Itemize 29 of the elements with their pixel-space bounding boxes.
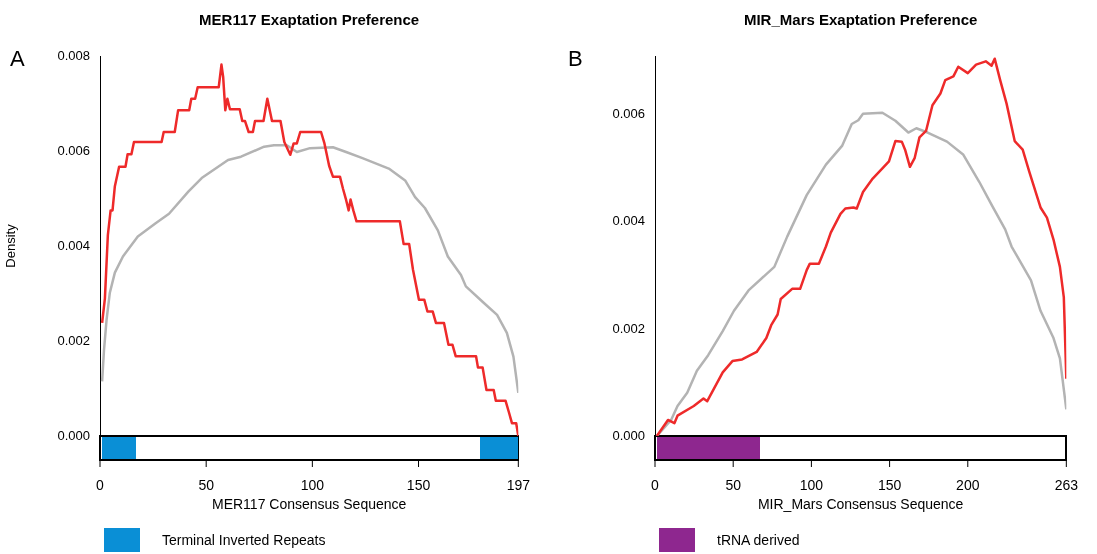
x-axis-title: MIR_Mars Consensus Sequence	[757, 496, 964, 513]
x-tick-label: 100	[799, 477, 824, 494]
y-tick-label: 0.004	[57, 237, 90, 253]
y-tick-label: 0.002	[57, 332, 90, 348]
chart-title: MIR_Mars Exaptation Preference	[743, 11, 978, 29]
y-tick-label: 0.002	[612, 320, 645, 336]
y-tick-label: 0.006	[612, 106, 645, 122]
x-tick-label: 150	[877, 477, 902, 494]
y-tick-label: 0.008	[57, 47, 90, 63]
x-tick-label: 50	[725, 477, 742, 494]
chart-title: MER117 Exaptation Preference	[199, 11, 420, 29]
x-tick-label: 100	[300, 477, 325, 494]
x-tick-label: 150	[406, 477, 431, 494]
y-tick-label: 0.004	[612, 213, 645, 229]
x-tick-label: 0	[651, 477, 660, 494]
x-tick-label: 50	[198, 477, 215, 494]
y-tick-label: 0.000	[57, 427, 90, 443]
text: A	[10, 46, 25, 72]
y-axis-title: Density	[3, 223, 19, 268]
y-tick-label: 0.006	[57, 142, 90, 158]
text: B	[568, 46, 583, 72]
x-tick-label: 263	[1054, 477, 1079, 494]
x-tick-label: 200	[956, 477, 980, 494]
x-axis-title: MER117 Consensus Sequence	[212, 496, 407, 513]
x-tick-label: 0	[96, 477, 105, 494]
x-tick-label: 197	[506, 477, 531, 494]
text: tRNA derived	[717, 532, 800, 548]
text: Terminal Inverted Repeats	[162, 532, 326, 548]
y-tick-label: 0.000	[612, 427, 645, 443]
